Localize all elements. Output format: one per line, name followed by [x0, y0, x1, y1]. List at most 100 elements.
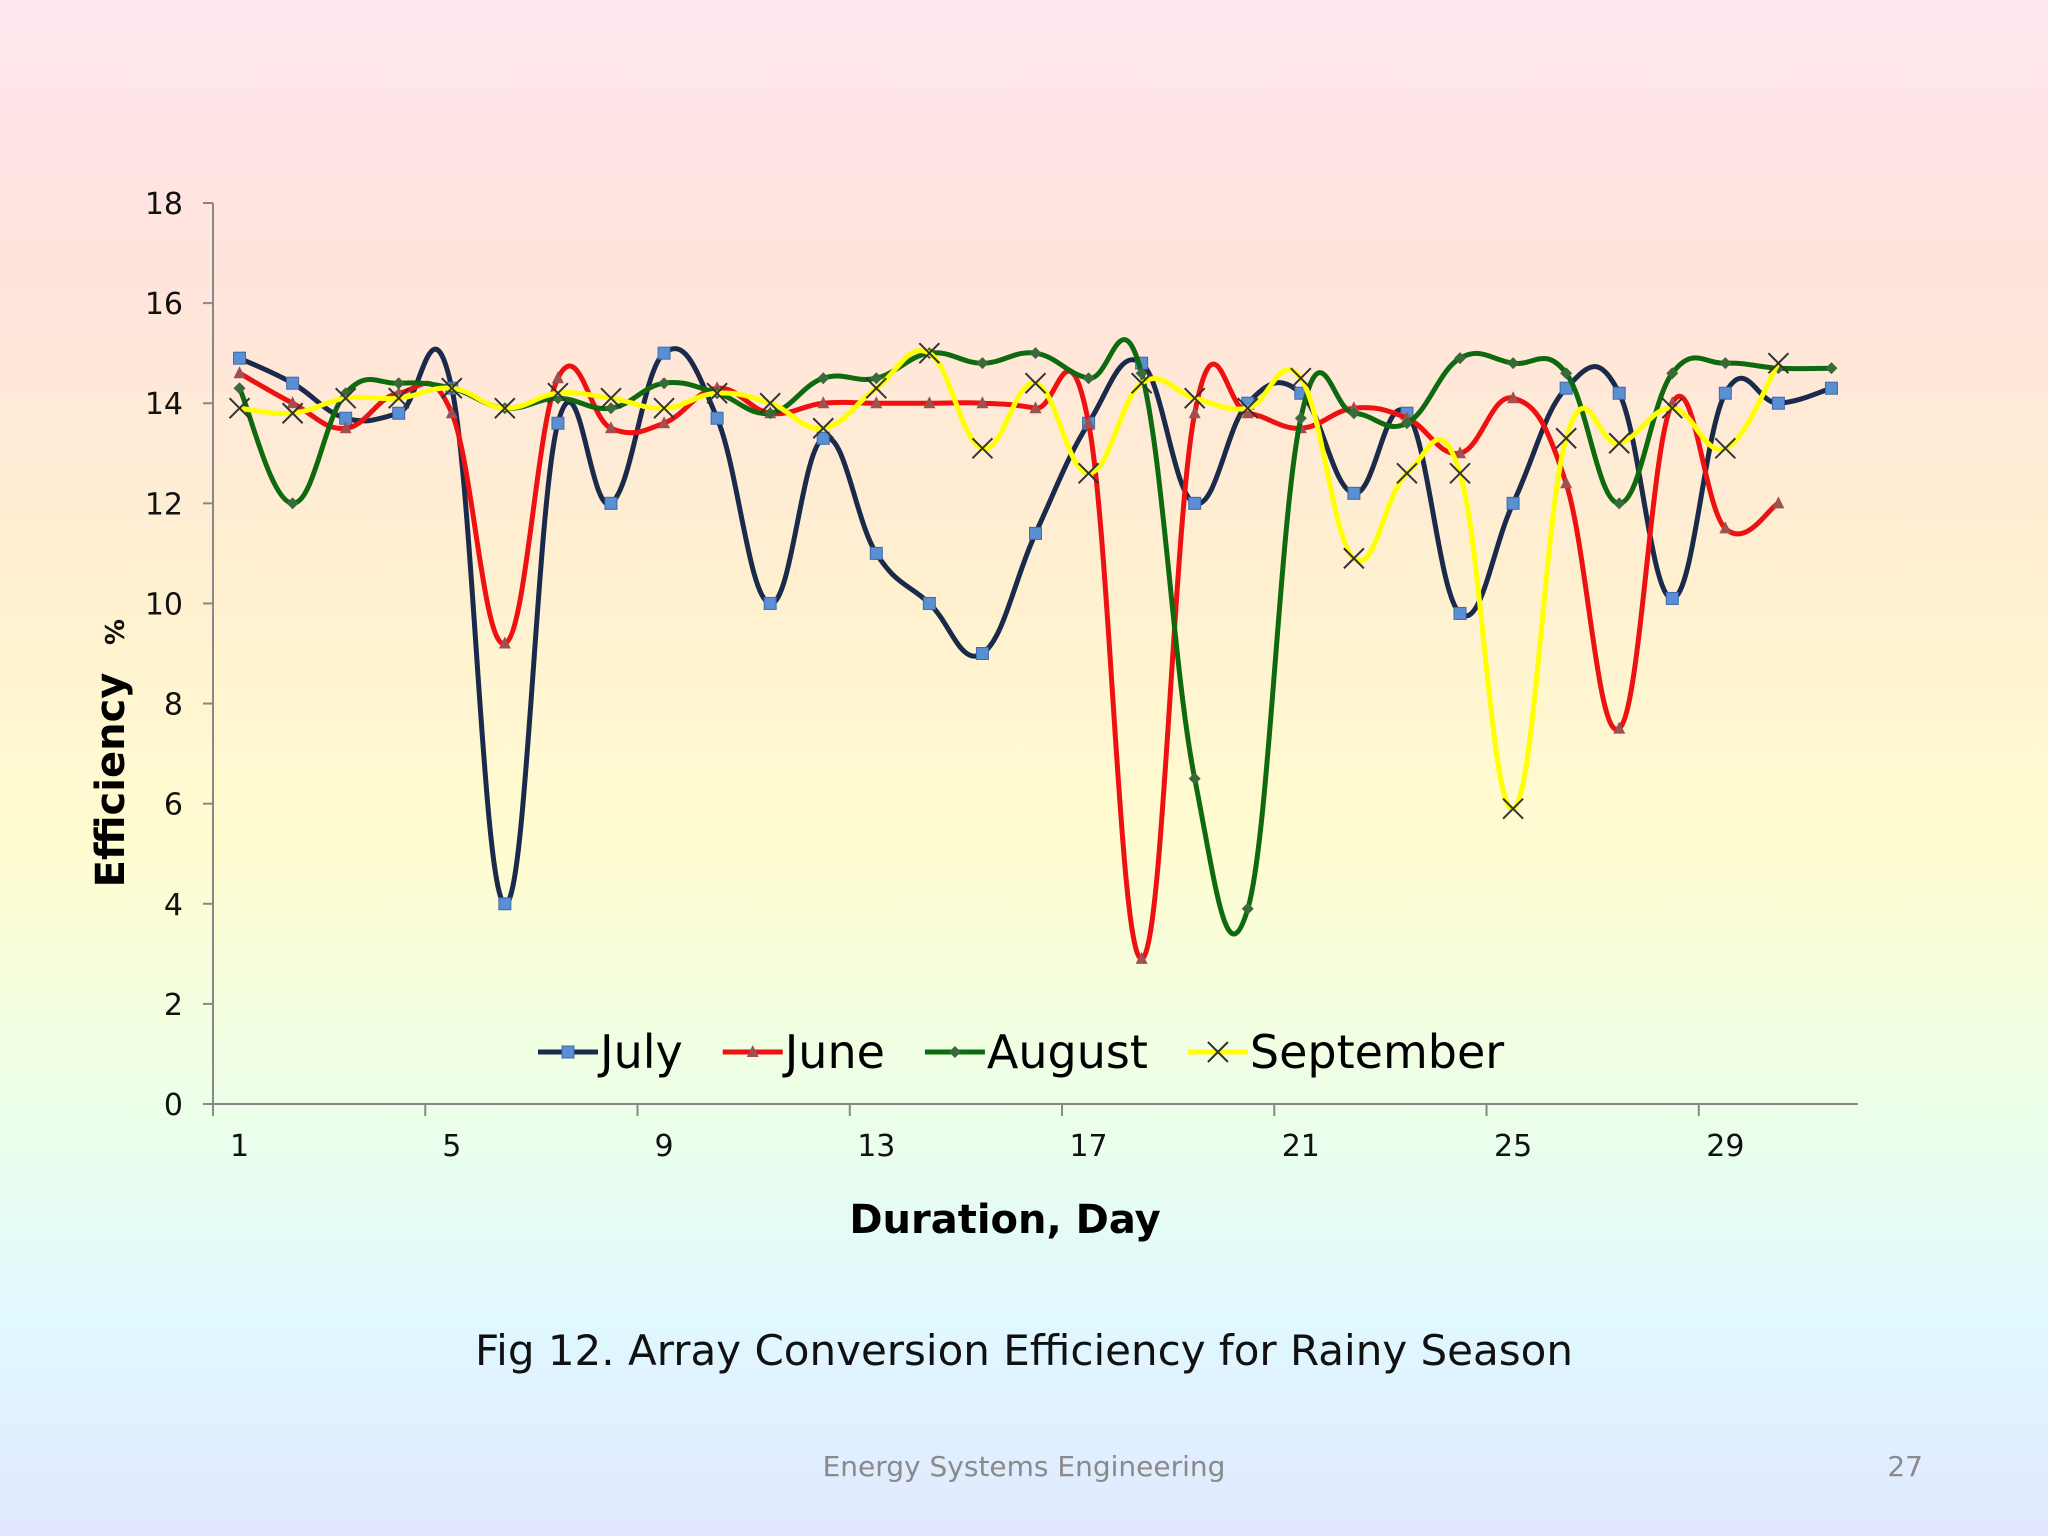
data-point-july: [922, 596, 936, 610]
data-point-june: [1772, 496, 1785, 509]
data-point-august: [1241, 902, 1254, 915]
data-point-august: [233, 382, 246, 395]
x-tick-label: 17: [1069, 1129, 1107, 1164]
legend-item-june: June: [722, 1025, 885, 1079]
data-point-august: [392, 377, 405, 390]
data-point-september: [1767, 352, 1790, 374]
data-point-july: [816, 431, 830, 445]
data-point-july: [498, 897, 512, 911]
data-point-june: [1507, 391, 1520, 404]
data-point-august: [1029, 347, 1042, 360]
data-point-june: [1241, 406, 1254, 419]
chart-series: [228, 337, 1838, 964]
data-point-august: [604, 402, 617, 415]
marker-stroke: [865, 377, 888, 399]
marker-stroke: [334, 387, 357, 409]
marker-stroke: [1130, 372, 1153, 394]
marker-stroke: [653, 397, 675, 419]
data-point-june: [1613, 721, 1626, 734]
data-point-june: [604, 421, 617, 434]
marker-stroke: [228, 397, 251, 419]
data-point-september: [1449, 462, 1471, 485]
data-point-june: [1029, 401, 1042, 414]
data-point-september: [494, 397, 516, 419]
marker-stroke: [547, 382, 569, 404]
data-point-august: [1719, 357, 1732, 370]
y-tick-label: 0: [164, 1088, 183, 1123]
data-point-august: [1454, 352, 1467, 365]
y-tick-label: 2: [164, 988, 183, 1023]
marker-stroke: [1183, 387, 1206, 409]
marker-stroke: [1449, 462, 1471, 485]
x-tick-label: 25: [1494, 1129, 1532, 1164]
data-point-june: [233, 366, 246, 379]
marker-stroke: [1290, 367, 1312, 389]
y-tick-label: 6: [164, 788, 183, 823]
data-point-june: [1188, 406, 1201, 419]
x-tick-label: 1: [230, 1129, 249, 1164]
data-point-june: [1082, 416, 1095, 429]
data-point-june: [1719, 521, 1732, 534]
data-point-june: [658, 416, 671, 429]
legend-marker: [746, 1045, 759, 1057]
data-point-september: [547, 382, 569, 404]
marker-stroke: [1608, 432, 1630, 454]
x-tick-label: 5: [442, 1129, 461, 1164]
page-number: 27: [1887, 1450, 1923, 1483]
data-point-september: [1555, 427, 1577, 449]
data-point-september: [1396, 462, 1418, 485]
data-point-july: [710, 411, 724, 425]
data-point-august: [1825, 362, 1838, 375]
marker-stroke: [600, 387, 622, 409]
data-point-june: [551, 371, 564, 384]
data-point-july: [1824, 381, 1838, 395]
data-point-july: [975, 647, 989, 660]
legend-label: June: [782, 1025, 885, 1079]
data-point-june: [870, 396, 883, 409]
marker-stroke: [812, 417, 834, 439]
data-point-august: [817, 372, 830, 385]
chart-axes: 0 2 4 6 8 10 12 14 16 18 1 5 9 13 17 21 25 29: [145, 187, 1858, 1164]
data-point-september: [388, 387, 410, 409]
legend-item-july: July: [538, 1025, 683, 1079]
y-tick-label: 10: [145, 587, 183, 622]
marker-stroke: [281, 402, 304, 424]
data-point-july: [1718, 386, 1732, 400]
data-point-september: [600, 387, 622, 409]
data-point-september: [1343, 547, 1365, 570]
marker-stroke: [1661, 397, 1683, 419]
data-point-september: [706, 382, 728, 404]
data-point-july: [1453, 606, 1467, 620]
data-point-august: [1347, 407, 1360, 420]
series-line-june: [238, 361, 1780, 962]
data-point-september: [281, 402, 304, 424]
marker-stroke: [441, 377, 463, 399]
data-point-september: [1183, 387, 1206, 409]
series-july: [233, 346, 1838, 911]
data-point-june: [445, 406, 458, 419]
data-point-june: [339, 421, 352, 434]
data-point-september: [759, 392, 781, 414]
data-point-september: [918, 342, 941, 364]
data-point-july: [869, 546, 883, 560]
data-point-september: [1502, 797, 1524, 820]
y-axis-unit: %: [101, 619, 131, 645]
data-point-september: [441, 377, 463, 399]
data-point-september: [812, 417, 834, 439]
marker-stroke: [388, 387, 410, 409]
x-tick-label: 29: [1706, 1129, 1744, 1164]
data-point-august: [764, 407, 777, 420]
x-tick-label: 21: [1282, 1129, 1320, 1164]
data-point-august: [1613, 497, 1626, 510]
legend-label: September: [1250, 1025, 1504, 1079]
x-tick-label: 9: [655, 1129, 674, 1164]
legend-marker: [561, 1045, 575, 1059]
marker-stroke: [1555, 427, 1577, 449]
data-point-july: [604, 496, 618, 510]
legend-marker: [948, 1046, 961, 1058]
data-point-september: [228, 397, 251, 419]
data-point-september: [1130, 372, 1153, 394]
data-point-july: [1665, 591, 1679, 605]
data-point-september: [334, 387, 357, 409]
